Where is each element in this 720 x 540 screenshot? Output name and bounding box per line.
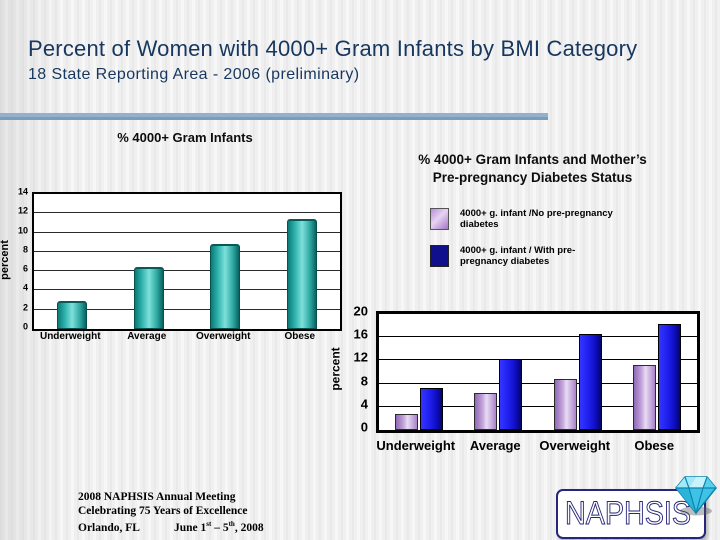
y-tick-14: 14 [17, 186, 28, 197]
y-tick-12: 12 [17, 205, 28, 216]
page-subtitle: 18 State Reporting Area - 2006 (prelimin… [28, 66, 360, 83]
naphsis-logo-letters: NAPHSIS [565, 495, 691, 531]
category-slot-obese [618, 314, 698, 430]
legend-swatch-lavender-icon [430, 208, 449, 230]
gridline-8 [379, 382, 697, 384]
x-label-obese: Obese [284, 331, 316, 342]
legend-label: 4000+ g. infant /No pre-pregnancy diabet… [460, 208, 613, 231]
y-tick-0: 0 [360, 419, 368, 435]
chart-title-line1: % 4000+ Gram Infants and Mother’s [418, 152, 647, 167]
title-divider-bar [0, 113, 548, 120]
category-slot-obese [264, 194, 341, 329]
bar-average [133, 267, 164, 329]
y-tick-8: 8 [22, 244, 28, 255]
x-axis-labels: Underweight Average Overweight Obese [376, 438, 694, 453]
plot-area [376, 311, 700, 433]
legend-item-no-diabetes: 4000+ g. infant /No pre-pregnancy diabet… [430, 208, 630, 231]
gridline-16 [379, 336, 697, 338]
chart-title-line2: Pre-pregnancy Diabetes Status [432, 170, 633, 185]
y-tick-10: 10 [17, 225, 28, 236]
category-slot-underweight [379, 314, 459, 430]
y-tick-6: 6 [22, 263, 28, 274]
bar-obese-series1 [658, 324, 682, 430]
gridline-10 [34, 231, 340, 233]
x-label-underweight: Underweight [39, 331, 101, 342]
y-tick-8: 8 [360, 373, 368, 389]
x-label-overweight: Overweight [196, 331, 251, 342]
bar-average-series1 [499, 359, 523, 430]
x-label-overweight: Overweight [539, 438, 611, 453]
footer-line3: Orlando, FL June 1st – 5th, 2008 [78, 520, 264, 534]
gridline-12 [34, 212, 340, 214]
footer-line2: Celebrating 75 Years of Excellence [78, 504, 248, 517]
legend: 4000+ g. infant /No pre-pregnancy diabet… [430, 208, 630, 282]
gridline-2 [34, 308, 340, 310]
y-tick-4: 4 [22, 282, 28, 293]
naphsis-logo-text: NAPHSIS [565, 495, 692, 532]
bar-underweight-series1 [419, 388, 443, 430]
x-label-underweight: Underweight [376, 438, 456, 453]
y-tick-2: 2 [22, 302, 28, 313]
page-title: Percent of Women with 4000+ Gram Infants… [28, 36, 638, 61]
bar-underweight-series0 [394, 413, 418, 430]
legend-item-with-diabetes: 4000+ g. infant / With pre-pregnancy dia… [430, 244, 630, 268]
category-slot-overweight [538, 314, 618, 430]
category-slot-underweight [34, 194, 111, 329]
footer-meeting-info: 2008 NAPHSIS Annual Meeting Celebrating … [78, 491, 264, 535]
diamond-icon [675, 476, 717, 516]
x-label-obese: Obese [634, 438, 675, 453]
x-label-average: Average [469, 438, 521, 453]
footer-line1: 2008 NAPHSIS Annual Meeting [78, 491, 236, 503]
y-tick-0: 0 [22, 321, 28, 332]
gridline-4 [379, 405, 697, 407]
bar-overweight-series0 [553, 378, 577, 430]
chart-title: % 4000+ Gram Infants [117, 130, 253, 145]
y-tick-12: 12 [353, 349, 368, 365]
y-tick-20: 20 [353, 303, 368, 319]
y-tick-4: 4 [360, 396, 368, 412]
gridline-6 [34, 270, 340, 272]
legend-swatch-navy-icon [430, 244, 449, 267]
plot-area [32, 192, 342, 331]
category-slot-average [459, 314, 539, 430]
naphsis-logo: NAPHSIS [556, 489, 706, 539]
y-tick-16: 16 [353, 326, 368, 342]
chart-title: % 4000+ Gram Infants and Mother’s Pre-pr… [365, 151, 700, 187]
bar-underweight [57, 301, 88, 329]
gridline-8 [34, 250, 340, 252]
bar-obese-series0 [633, 365, 657, 430]
x-axis-labels: Underweight Average Overweight Obese [32, 331, 338, 342]
gridline-12 [379, 359, 697, 361]
bar-average-series0 [474, 393, 498, 430]
x-label-average: Average [127, 331, 167, 342]
bar-overweight-series1 [578, 334, 602, 430]
category-slot-average [111, 194, 188, 329]
bar-overweight [210, 244, 241, 329]
y-axis-ticks: 0 2 4 6 8 10 12 14 [4, 187, 30, 331]
legend-label: 4000+ g. infant / With pre-pregnancy dia… [460, 244, 576, 268]
category-slot-overweight [187, 194, 264, 329]
gridline-4 [34, 289, 340, 291]
bar-obese [286, 219, 317, 329]
y-axis-ticks: 0 4 8 12 16 20 [340, 305, 370, 434]
